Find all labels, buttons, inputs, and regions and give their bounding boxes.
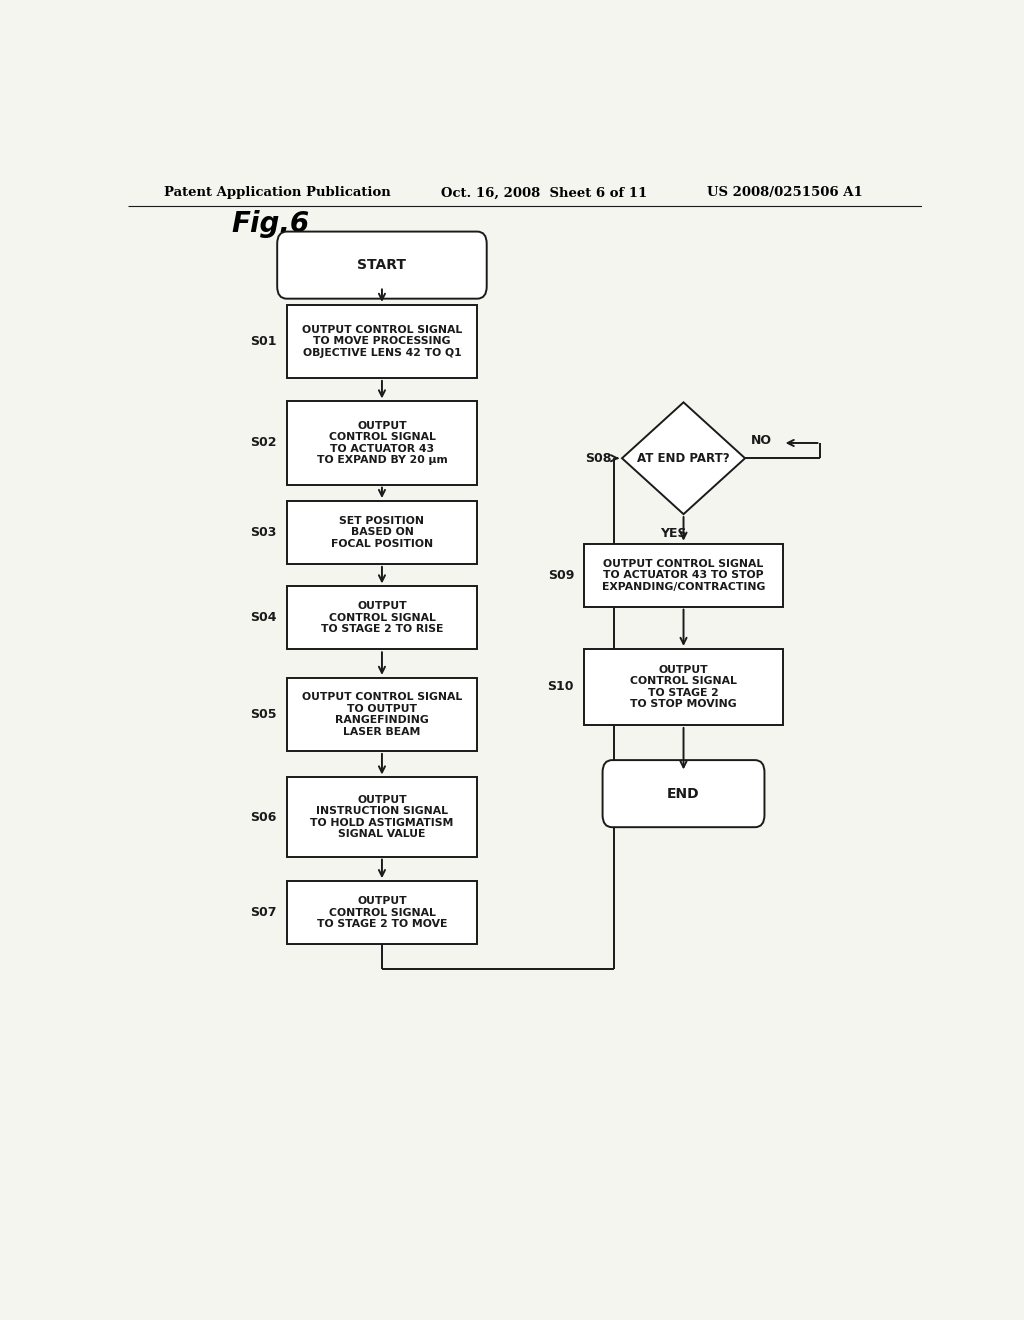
Bar	[287, 777, 477, 857]
Text: OUTPUT
CONTROL SIGNAL
TO STAGE 2
TO STOP MOVING: OUTPUT CONTROL SIGNAL TO STAGE 2 TO STOP…	[630, 664, 737, 709]
Text: Patent Application Publication: Patent Application Publication	[164, 186, 390, 199]
Text: OUTPUT
CONTROL SIGNAL
TO ACTUATOR 43
TO EXPAND BY 20 μm: OUTPUT CONTROL SIGNAL TO ACTUATOR 43 TO …	[316, 421, 447, 466]
Text: Fig.6: Fig.6	[231, 210, 309, 239]
Text: S08: S08	[586, 451, 611, 465]
Bar	[287, 880, 477, 944]
Text: S07: S07	[250, 906, 276, 919]
Text: OUTPUT
CONTROL SIGNAL
TO STAGE 2 TO RISE: OUTPUT CONTROL SIGNAL TO STAGE 2 TO RISE	[321, 601, 443, 635]
FancyBboxPatch shape	[602, 760, 765, 828]
Text: S06: S06	[250, 810, 276, 824]
Text: Oct. 16, 2008  Sheet 6 of 11: Oct. 16, 2008 Sheet 6 of 11	[441, 186, 648, 199]
Text: OUTPUT
INSTRUCTION SIGNAL
TO HOLD ASTIGMATISM
SIGNAL VALUE: OUTPUT INSTRUCTION SIGNAL TO HOLD ASTIGM…	[310, 795, 454, 840]
Text: YES: YES	[659, 527, 686, 540]
Bar	[287, 500, 477, 564]
Bar	[287, 586, 477, 649]
Bar	[585, 544, 782, 607]
Bar	[287, 401, 477, 484]
FancyBboxPatch shape	[278, 231, 486, 298]
Text: S02: S02	[250, 437, 276, 450]
Text: NO: NO	[752, 434, 772, 447]
Bar	[287, 305, 477, 378]
Text: AT END PART?: AT END PART?	[637, 451, 730, 465]
Bar	[585, 649, 782, 725]
Text: S04: S04	[250, 611, 276, 624]
Text: US 2008/0251506 A1: US 2008/0251506 A1	[708, 186, 863, 199]
Polygon shape	[622, 403, 745, 515]
Text: S05: S05	[250, 708, 276, 721]
Text: OUTPUT CONTROL SIGNAL
TO ACTUATOR 43 TO STOP
EXPANDING/CONTRACTING: OUTPUT CONTROL SIGNAL TO ACTUATOR 43 TO …	[602, 558, 765, 591]
Text: OUTPUT CONTROL SIGNAL
TO OUTPUT
RANGEFINDING
LASER BEAM: OUTPUT CONTROL SIGNAL TO OUTPUT RANGEFIN…	[302, 692, 462, 737]
Text: END: END	[668, 787, 699, 801]
Text: OUTPUT
CONTROL SIGNAL
TO STAGE 2 TO MOVE: OUTPUT CONTROL SIGNAL TO STAGE 2 TO MOVE	[316, 896, 447, 929]
Text: S10: S10	[548, 680, 574, 693]
Text: OUTPUT CONTROL SIGNAL
TO MOVE PROCESSING
OBJECTIVE LENS 42 TO Q1: OUTPUT CONTROL SIGNAL TO MOVE PROCESSING…	[302, 325, 462, 358]
Text: S03: S03	[250, 525, 276, 539]
Text: SET POSITION
BASED ON
FOCAL POSITION: SET POSITION BASED ON FOCAL POSITION	[331, 516, 433, 549]
Bar	[287, 677, 477, 751]
Text: S09: S09	[548, 569, 574, 582]
Text: START: START	[357, 259, 407, 272]
Text: S01: S01	[250, 335, 276, 348]
